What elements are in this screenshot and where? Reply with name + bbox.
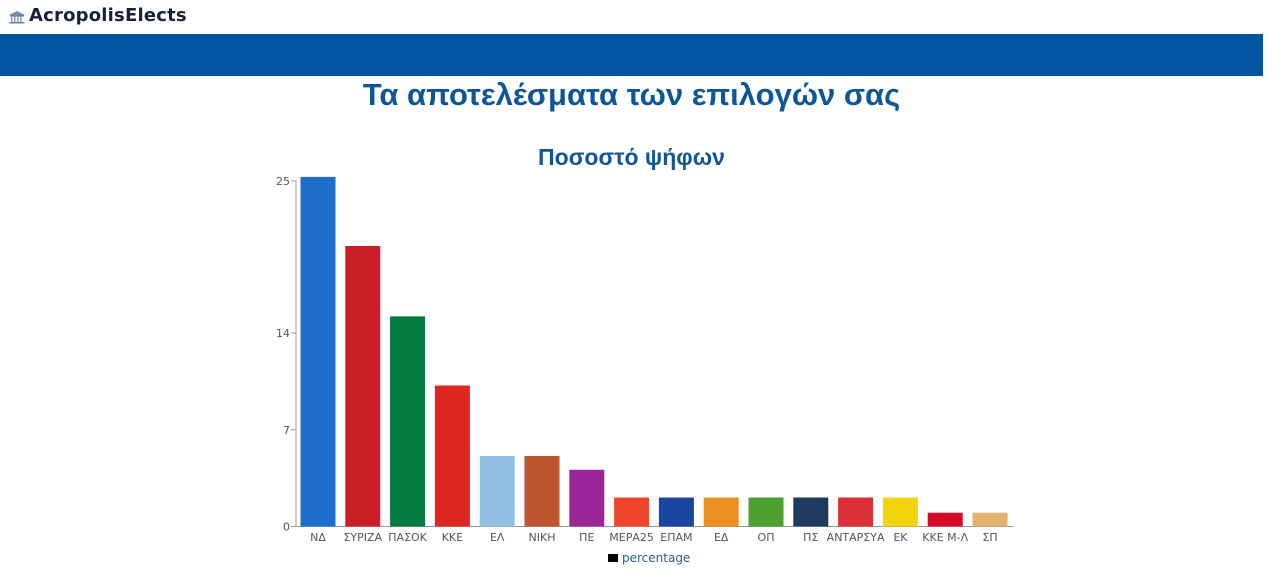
bar (972, 512, 1008, 527)
bar (748, 497, 784, 527)
x-tick-label: ΜΕΡΑ25 (609, 531, 654, 544)
bar (793, 497, 829, 527)
bar (479, 456, 515, 527)
x-tick-label: ΕΛ (490, 531, 505, 544)
x-tick-label: ΟΠ (758, 531, 775, 544)
y-tick-label: 7 (283, 424, 290, 437)
brand-link[interactable]: AcropolisElects (8, 5, 187, 26)
top-bar: AcropolisElects (0, 0, 1278, 34)
x-tick-label: ΑΝΤΑΡΣΥΑ (827, 531, 885, 544)
bar (703, 497, 739, 527)
bar (300, 176, 336, 527)
brand-name: AcropolisElects (29, 5, 187, 26)
bar (927, 512, 963, 527)
legend-label: percentage (622, 551, 690, 565)
chart-title: Ποσοστό ψήφων (538, 144, 725, 170)
x-tick-label: ΠΑΣΟΚ (388, 531, 427, 544)
bar (345, 246, 381, 527)
legend-marker (608, 554, 618, 562)
nav-bar (0, 34, 1263, 76)
x-tick-label: ΕΚ (893, 531, 908, 544)
bar (390, 316, 426, 527)
bar (434, 385, 470, 527)
x-tick-label: ΕΔ (714, 531, 729, 544)
x-tick-label: ΚΚΕ Μ-Λ (922, 531, 968, 544)
x-tick-label: ΚΚΕ (442, 531, 463, 544)
acropolis-icon (9, 11, 25, 24)
x-tick-label: ΝΙΚΗ (529, 531, 556, 544)
x-tick-label: ΣΠ (982, 531, 997, 544)
x-tick-label: ΠΣ (803, 531, 818, 544)
x-tick-label: ΕΠΑΜ (660, 531, 692, 544)
y-tick-label: 0 (283, 521, 290, 534)
bar (658, 497, 694, 527)
x-tick-label: ΠΕ (579, 531, 594, 544)
bar (614, 497, 650, 527)
x-tick-label: ΝΔ (310, 531, 326, 544)
y-tick-label: 14 (276, 327, 290, 340)
bar (569, 469, 605, 527)
page-title: Τα αποτελέσματα των επιλογών σας (362, 77, 901, 112)
bar (882, 497, 918, 527)
y-tick-label: 25 (276, 175, 290, 188)
bar (838, 497, 874, 527)
bar (524, 456, 560, 527)
x-tick-label: ΣΥΡΙΖΑ (343, 531, 382, 544)
